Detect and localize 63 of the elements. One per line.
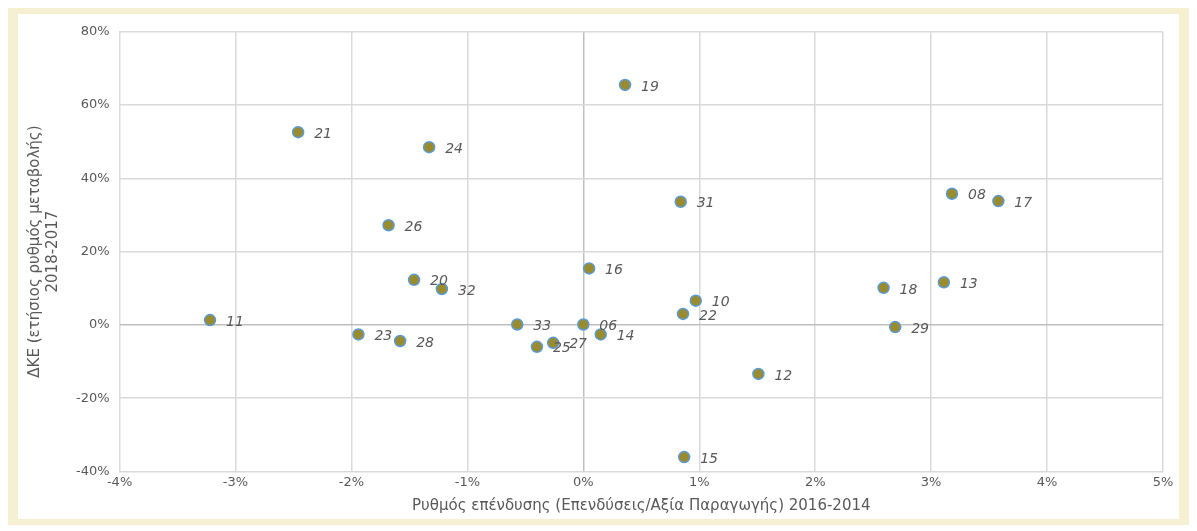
- x-axis-title: Ρυθμός επένδυσης (Επενδύσεις/Αξία Παραγωγής) 2016-2014: [412, 495, 871, 514]
- point: [594, 328, 607, 341]
- point: [674, 195, 687, 209]
- point: [407, 273, 421, 287]
- x-tick-label: -1%: [454, 473, 481, 489]
- annotation: 19: [641, 77, 659, 94]
- point: [677, 450, 691, 464]
- annotation: 24: [445, 139, 463, 156]
- point: [888, 320, 902, 334]
- point: [945, 187, 959, 200]
- annotation: 25: [552, 339, 571, 356]
- annotation: 29: [911, 319, 930, 336]
- y-tick-label: 0%: [88, 316, 110, 332]
- annotation: 08: [968, 186, 986, 203]
- point: [992, 194, 1005, 208]
- annotation: 27: [569, 335, 588, 352]
- point: [352, 328, 365, 341]
- point: [877, 281, 890, 295]
- point: [689, 294, 703, 307]
- point: [577, 318, 590, 331]
- point: [676, 307, 690, 321]
- x-tick-label: 1%: [688, 473, 710, 489]
- point: [937, 276, 951, 289]
- y-tick-label: 40%: [80, 169, 110, 185]
- annotation: 20: [430, 272, 448, 289]
- annotation: 28: [416, 333, 435, 350]
- point: [530, 340, 544, 354]
- annotation: 14: [616, 327, 635, 344]
- annotation: 13: [959, 275, 978, 292]
- annotation: 26: [404, 217, 423, 234]
- annotation: 17: [1014, 193, 1033, 210]
- point: [382, 218, 395, 232]
- point: [618, 78, 632, 92]
- y-tick-label: 20%: [80, 242, 110, 258]
- x-tick-label: 2%: [804, 473, 826, 489]
- annotation: 11: [226, 312, 244, 329]
- point: [422, 140, 436, 154]
- x-tick-label: -3%: [222, 473, 249, 489]
- annotation: 18: [899, 280, 918, 297]
- point: [752, 367, 765, 381]
- annotation: 32: [457, 281, 476, 298]
- annotation: 06: [599, 317, 618, 334]
- y-axis-title: ΔΚΕ (ετήσιος ρυθμός μεταβολής) 2018-2017: [24, 125, 61, 378]
- annotation: 23: [374, 327, 393, 344]
- y-tick-label: -20%: [75, 389, 110, 405]
- x-tick-label: 0%: [573, 473, 594, 489]
- x-tick-label: 4%: [1036, 473, 1058, 489]
- point: [291, 125, 305, 139]
- y-tick-label: 80%: [80, 23, 110, 39]
- x-tick-label: 3%: [920, 473, 942, 489]
- annotation: 15: [700, 449, 719, 466]
- x-tick-label: -2%: [338, 473, 365, 489]
- annotation: 16: [605, 261, 624, 278]
- point: [393, 334, 407, 348]
- point: [203, 313, 217, 327]
- annotation: 33: [533, 317, 552, 334]
- point: [582, 262, 596, 275]
- annotation: 12: [774, 366, 793, 383]
- annotation: 21: [314, 124, 332, 141]
- x-tick-label: 5%: [1152, 473, 1174, 489]
- y-tick-label: 60%: [80, 96, 110, 112]
- annotation: 31: [696, 194, 715, 211]
- point: [510, 318, 524, 331]
